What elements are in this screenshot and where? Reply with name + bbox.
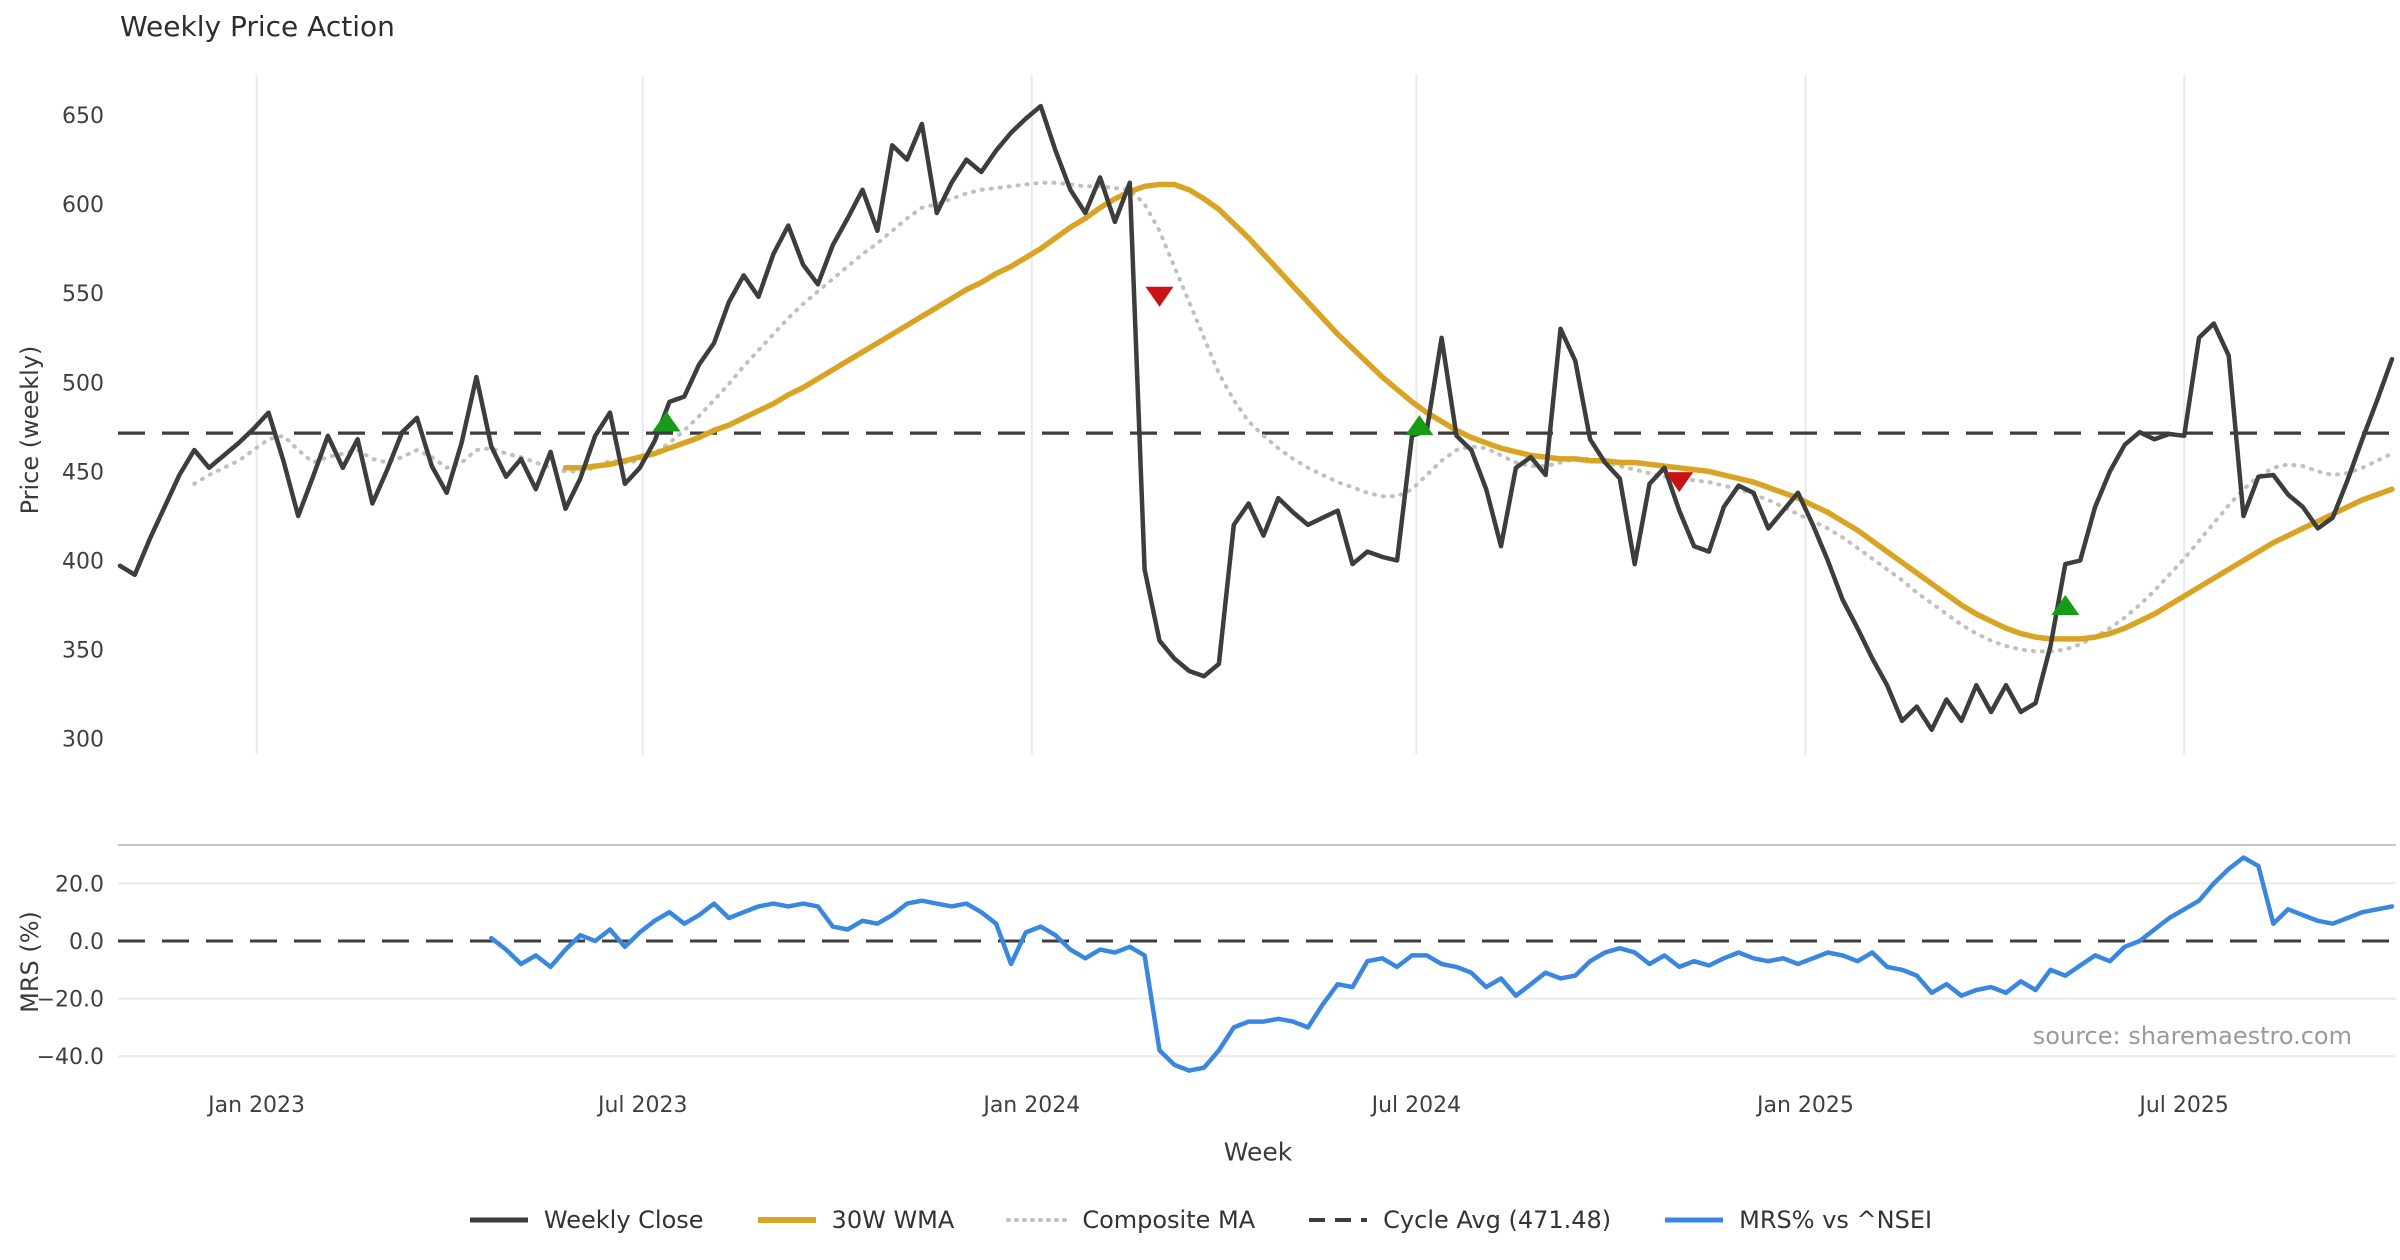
legend-item: Weekly Close	[468, 1206, 704, 1234]
price-tick-label: 650	[62, 104, 104, 129]
price-tick-label: 550	[62, 282, 104, 307]
x-tick-label: Jan 2025	[1755, 1093, 1854, 1118]
buy-signal-marker	[2051, 595, 2080, 616]
legend-swatch-solid	[757, 1217, 816, 1223]
sell-signal-marker	[1145, 286, 1174, 307]
legend-item: 30W WMA	[756, 1206, 955, 1234]
legend-label: 30W WMA	[831, 1206, 955, 1234]
reference-lines	[118, 431, 2396, 943]
data-series	[117, 103, 2395, 1073]
price-tick-label: 400	[62, 550, 104, 575]
source-credit: source: sharemaestro.com	[2032, 1022, 2352, 1050]
mrs-axis-label: MRS (%)	[16, 911, 44, 1013]
mrs-tick-label: −40.0	[37, 1045, 104, 1070]
signal-markers	[652, 286, 2080, 616]
x-axis-label: Week	[1223, 1137, 1293, 1167]
legend-label: Cycle Avg (471.48)	[1383, 1206, 1612, 1234]
legend: Weekly Close 30W WMA Composite MA Cycle Avg…	[0, 1206, 2400, 1234]
x-tick-label: Jul 2025	[2137, 1093, 2229, 1118]
legend-swatch-solid	[1665, 1217, 1724, 1223]
legend-item: Cycle Avg (471.48)	[1307, 1206, 1611, 1234]
mrs-line	[489, 855, 2395, 1073]
legend-item: MRS% vs ^NSEI	[1663, 1206, 1932, 1234]
price-tick-label: 500	[62, 371, 104, 396]
price-tick-label: 300	[62, 728, 104, 753]
tick-labels: Jan 2023 Jul 2023 Jan 2024 Jul 2024 Jan 2025…	[37, 104, 2229, 1118]
chart-title: Weekly Price Action	[120, 10, 395, 43]
price-axis-label: Price (weekly)	[16, 345, 44, 515]
legend-label: Composite MA	[1082, 1206, 1256, 1234]
buy-signal-marker	[652, 411, 681, 432]
mrs-tick-label: 0.0	[69, 930, 104, 955]
composite-ma-line	[192, 180, 2394, 654]
legend-swatch-dashed	[1309, 1218, 1368, 1222]
weekly-close-line	[117, 103, 2395, 733]
mrs-tick-label: −20.0	[37, 988, 104, 1013]
buy-signal-marker	[1405, 415, 1434, 436]
x-tick-label: Jan 2024	[981, 1093, 1080, 1118]
legend-swatch-solid	[469, 1217, 528, 1223]
legend-item: Composite MA	[1006, 1206, 1255, 1234]
price-tick-label: 450	[62, 460, 104, 485]
sell-signal-marker	[1665, 472, 1694, 493]
wma-line	[562, 181, 2395, 642]
gridlines	[118, 75, 2396, 1058]
x-tick-label: Jan 2023	[206, 1093, 305, 1118]
x-tick-label: Jul 2024	[1370, 1093, 1462, 1118]
x-tick-label: Jul 2023	[596, 1093, 688, 1118]
legend-label: Weekly Close	[543, 1206, 704, 1234]
legend-label: MRS% vs ^NSEI	[1739, 1206, 1933, 1234]
price-tick-label: 350	[62, 639, 104, 664]
mrs-tick-label: 20.0	[55, 872, 104, 897]
legend-swatch-dotted	[1006, 1218, 1069, 1222]
price-tick-label: 600	[62, 193, 104, 218]
